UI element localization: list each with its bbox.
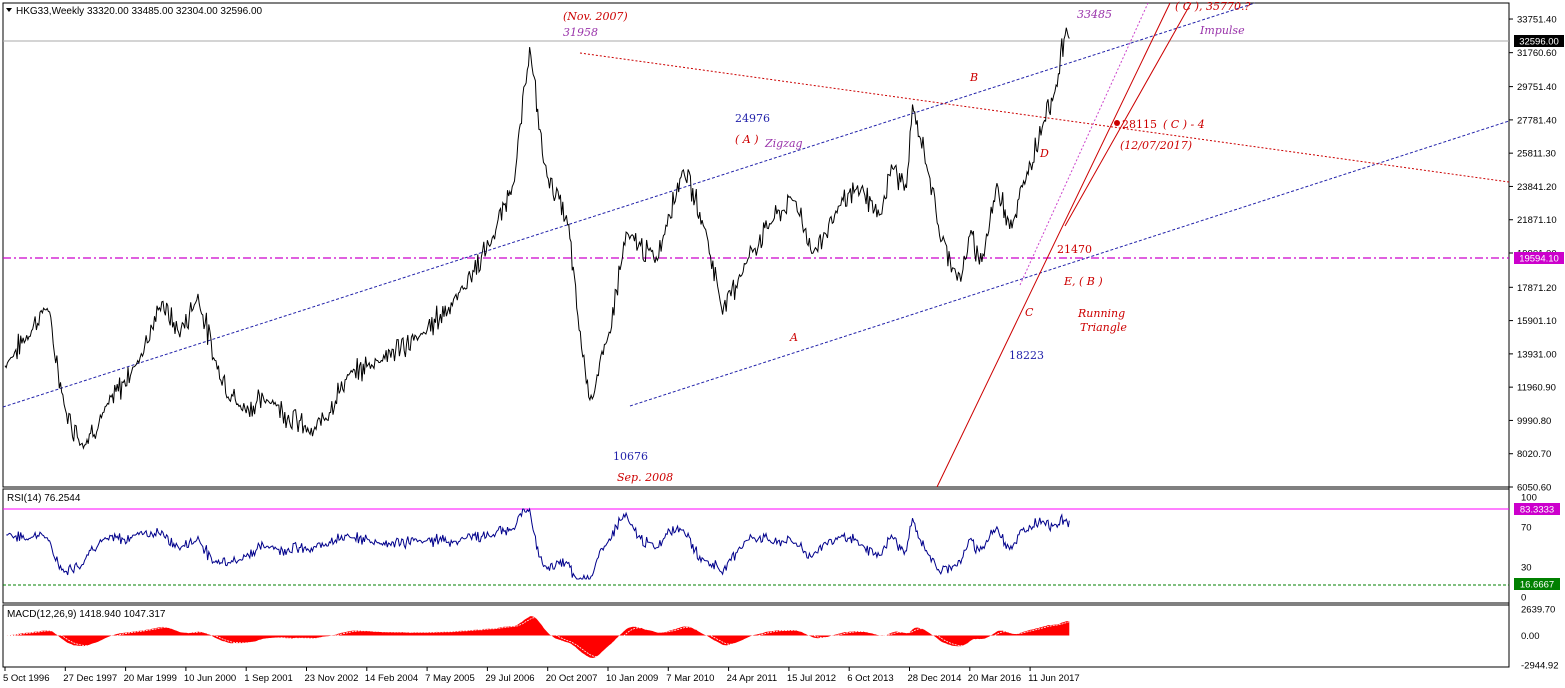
time-axis-tick-label: 24 Apr 2011 [727,673,778,684]
annotation-c: C [1025,306,1034,319]
rsi-upper-tag-value: 83.3333 [1520,505,1554,516]
macd-axis-ticks: 2639.70 0.00 -2944.92 [1521,605,1559,672]
time-axis-tick-label: 10 Jun 2000 [184,673,236,684]
level-tag-value: 19594.10 [1519,254,1559,265]
annotation-e-b: E, ( B ) [1063,275,1103,288]
price-tag-value: 32596.00 [1519,37,1559,48]
rsi-axis-tick-label: 30 [1521,563,1532,574]
annotation-b: B [969,71,978,84]
annotation-33485: 33485 [1077,8,1112,21]
price-axis-tick-label: 33751.40 [1517,15,1557,26]
wave-annotations: (Nov. 2007) 31958 33485 ( C ), 35770.? I… [563,0,1250,484]
trendlines [2,2,1510,488]
price-axis-tick-label: 6050.60 [1517,483,1551,494]
symbol-header: HKG33,Weekly 33320.00 33485.00 32304.00 … [6,6,263,17]
price-axis-tick-label: 23841.20 [1517,182,1557,193]
annotation-21470: 21470 [1057,243,1092,256]
rsi-lower-tag: 16.6667 [1514,578,1560,591]
rsi-series-line [6,507,1070,580]
blue-lower-channel [629,120,1510,407]
annotation-sep-2008: Sep. 2008 [617,471,673,484]
price-axis-tick-label: 11960.90 [1517,383,1556,394]
red-triangle-upper [579,52,1510,183]
rsi-upper-tag: 83.3333 [1514,503,1560,516]
time-axis-tick-label: 29 Jul 2006 [485,673,534,684]
time-axis-tick-label: 5 Oct 1996 [3,673,49,684]
annotation-18223: 18223 [1009,349,1044,362]
time-axis-tick-label: 28 Dec 2014 [908,673,962,684]
time-axis-tick-label: 15 Jul 2012 [787,673,836,684]
macd-axis-tick-label: -2944.92 [1521,661,1559,672]
blue-upper-channel [2,2,1256,408]
price-axis-tick-label: 29751.40 [1517,82,1557,93]
macd-signal-line [5,617,1070,658]
rsi-axis-tick-label: 70 [1521,523,1532,534]
macd-axis-tick-label: 2639.70 [1521,605,1555,616]
rsi-label: RSI(14) 76.2544 [7,493,81,504]
time-axis-tick-label: 6 Oct 2013 [847,673,893,684]
time-axis-tick-label: 7 Mar 2010 [666,673,714,684]
price-panel-frame [2,2,1510,488]
target-dot [1114,120,1120,126]
price-axis-tick-label: 15901.10 [1517,316,1557,327]
price-axis-tick-label: 8020.70 [1517,449,1551,460]
price-axis-tick-label: 25811.30 [1517,149,1556,160]
rsi-panel-frame [2,488,1510,604]
rsi-lower-tag-value: 16.6667 [1520,580,1554,591]
time-axis-tick-label: 20 Oct 2007 [546,673,598,684]
rsi-axis-tick-label: 100 [1521,493,1537,504]
macd-axis-tick-label: 0.00 [1521,631,1540,642]
annotation-24976: 24976 [735,112,770,125]
time-axis-tick-label: 14 Feb 2004 [365,673,418,684]
level-tag: 19594.10 [1514,252,1564,265]
red-steep-line-1 [936,2,1171,488]
annotation-a-paren: ( A ) [735,133,759,146]
macd-label: MACD(12,26,9) 1418.940 1047.317 [7,609,166,620]
time-axis-tick-label: 11 Jun 2017 [1028,673,1080,684]
price-axis-tick-label: 17871.20 [1517,283,1557,294]
annotation-d: D [1039,147,1049,160]
time-axis-tick-label: 1 Sep 2001 [244,673,293,684]
price-axis-tick-label: 27781.40 [1517,115,1557,126]
price-axis-tick-label: 21871.10 [1517,215,1557,226]
time-axis-tick-label: 20 Mar 1999 [124,673,177,684]
price-series-line [4,27,1070,450]
annotation-10676: 10676 [613,450,648,463]
annotation-running: Running [1077,307,1125,320]
price-axis-ticks: 33751.40 31760.60 29751.40 27781.40 25811.30… [1509,15,1557,494]
price-axis-tick-label: 31760.60 [1517,48,1557,59]
annotation-28115: 28115 [1122,118,1157,131]
annotation-a: A [789,331,798,344]
annotation-impulse: Impulse [1199,24,1245,37]
annotation-c-minus-4: ( C ) - 4 [1163,118,1205,131]
annotation-c-target: ( C ), 35770.? [1175,0,1250,13]
time-axis-tick-label: 27 Dec 1997 [63,673,117,684]
time-axis-tick-label: 7 May 2005 [425,673,475,684]
rsi-axis-tick-label: 0 [1521,593,1526,604]
price-axis-tick-label: 13931.00 [1517,349,1557,360]
time-axis: 5 Oct 1996 27 Dec 1997 20 Mar 1999 10 Jun 2… [3,667,1080,684]
price-axis-tick-label: 9990.80 [1517,416,1551,427]
annotation-zigzag: Zigzag [764,137,803,150]
annotation-31958: 31958 [563,26,598,39]
time-axis-tick-label: 23 Nov 2002 [305,673,359,684]
time-axis-tick-label: 10 Jan 2009 [606,673,658,684]
annotation-triangle: Triangle [1080,321,1127,334]
rsi-axis-ticks: 100 70 30 0 [1521,493,1537,604]
annotation-nov-2007: (Nov. 2007) [563,10,628,23]
time-axis-tick-label: 20 Mar 2016 [968,673,1021,684]
annotation-date-2017: (12/07/2017) [1120,139,1192,152]
symbol-header-text: HKG33,Weekly 33320.00 33485.00 32304.00 … [16,6,263,17]
triangle-down-icon[interactable] [6,8,12,12]
price-tag: 32596.00 [1514,35,1564,48]
red-steep-line-2 [1064,2,1192,227]
